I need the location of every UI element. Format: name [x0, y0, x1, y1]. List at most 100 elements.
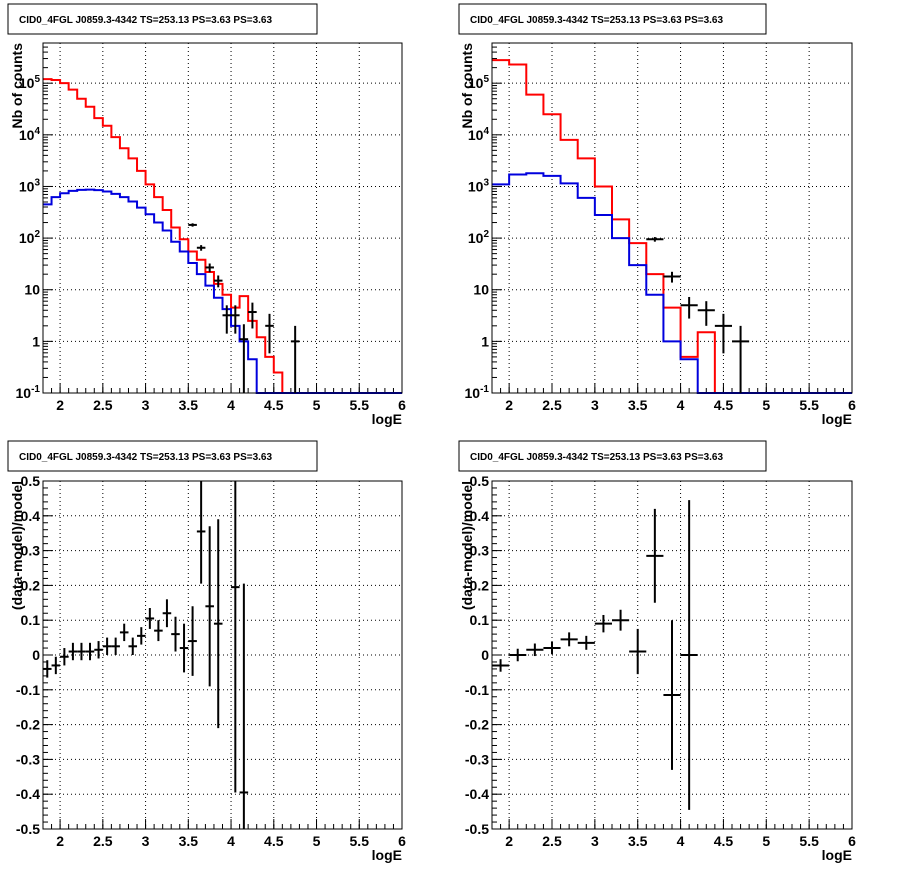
y-tick-label: 103 [468, 177, 490, 194]
x-tick-label: 5 [313, 833, 321, 849]
plot-frame [42, 42, 403, 394]
x-tick-label: 4.5 [714, 833, 734, 849]
y-tick-label: 0.3 [21, 543, 41, 559]
x-axis-title: logE [372, 411, 402, 427]
y-tick-label: 104 [19, 126, 41, 143]
y-tick-label: -0.4 [16, 786, 40, 802]
title-box [458, 3, 767, 35]
plot-frame [42, 480, 403, 830]
x-tick-label: 2 [505, 397, 513, 413]
x-tick-label: 2.5 [542, 833, 562, 849]
x-tick-label: 3 [142, 397, 150, 413]
plot-frame [491, 480, 853, 830]
y-tick-label: 0.1 [21, 612, 41, 628]
x-tick-label: 3.5 [179, 397, 199, 413]
x-tick-label: 2 [56, 833, 64, 849]
x-tick-label: 6 [848, 833, 856, 849]
y-tick-label: 10 [473, 282, 489, 298]
x-tick-label: 3 [142, 833, 150, 849]
x-tick-label: 5.5 [350, 833, 370, 849]
y-tick-label: 103 [19, 177, 41, 194]
y-tick-label: 10 [24, 282, 40, 298]
x-tick-label: 5.5 [799, 833, 819, 849]
y-tick-label: -0.3 [16, 751, 40, 767]
x-tick-label: 3.5 [628, 397, 648, 413]
y-axis-title: (data-model)/model [9, 481, 25, 610]
x-tick-label: 4 [227, 397, 235, 413]
title-box [7, 440, 318, 472]
x-tick-label: 2 [56, 397, 64, 413]
x-tick-label: 4 [677, 397, 685, 413]
plot-title: CID0_4FGL J0859.3-4342 TS=253.13 PS=3.63… [470, 452, 723, 463]
x-tick-label: 3 [591, 397, 599, 413]
plot-title: CID0_4FGL J0859.3-4342 TS=253.13 PS=3.63… [470, 15, 723, 26]
x-tick-label: 5 [762, 397, 770, 413]
y-tick-label: 0.4 [470, 508, 490, 524]
x-tick-label: 6 [398, 833, 406, 849]
y-tick-label: 10-1 [16, 384, 41, 401]
x-tick-label: 4 [677, 833, 685, 849]
y-tick-label: 0.2 [470, 577, 490, 593]
x-tick-label: 5 [313, 397, 321, 413]
x-tick-label: 2.5 [93, 397, 113, 413]
y-tick-label: 105 [468, 74, 490, 91]
x-tick-label: 4 [227, 833, 235, 849]
x-tick-label: 2.5 [542, 397, 562, 413]
y-tick-label: -0.2 [465, 717, 489, 733]
x-tick-label: 5.5 [799, 397, 819, 413]
y-tick-label: 0 [32, 647, 40, 663]
x-tick-label: 4.5 [714, 397, 734, 413]
y-tick-label: 0.4 [21, 508, 41, 524]
y-tick-label: -0.5 [16, 821, 40, 837]
title-box [7, 3, 318, 35]
y-tick-label: 0.5 [470, 473, 490, 489]
x-tick-label: 5 [762, 833, 770, 849]
y-tick-label: 105 [19, 74, 41, 91]
y-tick-label: 0.1 [470, 612, 490, 628]
total-model-histogram [492, 59, 852, 394]
y-tick-label: 0.5 [21, 473, 41, 489]
x-tick-label: 4.5 [264, 833, 284, 849]
y-tick-label: -0.5 [465, 821, 489, 837]
residuals-plot-panel-bottom-right: CID0_4FGL J0859.3-4342 TS=253.13 PS=3.63… [458, 440, 856, 863]
y-tick-label: -0.4 [465, 786, 489, 802]
plot-title: CID0_4FGL J0859.3-4342 TS=253.13 PS=3.63… [19, 452, 272, 463]
y-axis-title: (data-model)/model [459, 481, 475, 610]
y-axis-title: Nb of counts [459, 43, 475, 129]
title-box [458, 440, 767, 472]
y-tick-label: 104 [468, 126, 490, 143]
x-tick-label: 6 [848, 397, 856, 413]
y-tick-label: -0.2 [16, 717, 40, 733]
y-axis-title: Nb of counts [9, 43, 25, 129]
counts-plot-panel-top-right: CID0_4FGL J0859.3-4342 TS=253.13 PS=3.63… [458, 3, 856, 427]
y-tick-label: -0.1 [465, 682, 489, 698]
total-model-histogram [43, 78, 402, 394]
y-tick-label: 102 [468, 229, 490, 246]
y-tick-label: 10-1 [465, 384, 490, 401]
plot-title: CID0_4FGL J0859.3-4342 TS=253.13 PS=3.63… [19, 15, 272, 26]
y-tick-label: 1 [32, 333, 40, 349]
x-tick-label: 2.5 [93, 833, 113, 849]
counts-plot-panel-top-left: CID0_4FGL J0859.3-4342 TS=253.13 PS=3.63… [7, 3, 406, 427]
x-tick-label: 6 [398, 397, 406, 413]
y-tick-label: -0.1 [16, 682, 40, 698]
x-tick-label: 3.5 [628, 833, 648, 849]
y-tick-label: 0 [481, 647, 489, 663]
x-tick-label: 4.5 [264, 397, 284, 413]
y-tick-label: 102 [19, 229, 41, 246]
x-tick-label: 3.5 [179, 833, 199, 849]
x-axis-title: logE [822, 411, 852, 427]
x-axis-title: logE [372, 847, 402, 863]
x-axis-title: logE [822, 847, 852, 863]
source-model-histogram [492, 172, 852, 394]
plot-frame [491, 42, 853, 394]
x-tick-label: 2 [505, 833, 513, 849]
residuals-plot-panel-bottom-left: CID0_4FGL J0859.3-4342 TS=253.13 PS=3.63… [7, 440, 406, 863]
y-tick-label: 1 [481, 333, 489, 349]
x-tick-label: 3 [591, 833, 599, 849]
y-tick-label: 0.2 [21, 577, 41, 593]
y-tick-label: -0.3 [465, 751, 489, 767]
x-tick-label: 5.5 [350, 397, 370, 413]
y-tick-label: 0.3 [470, 543, 490, 559]
